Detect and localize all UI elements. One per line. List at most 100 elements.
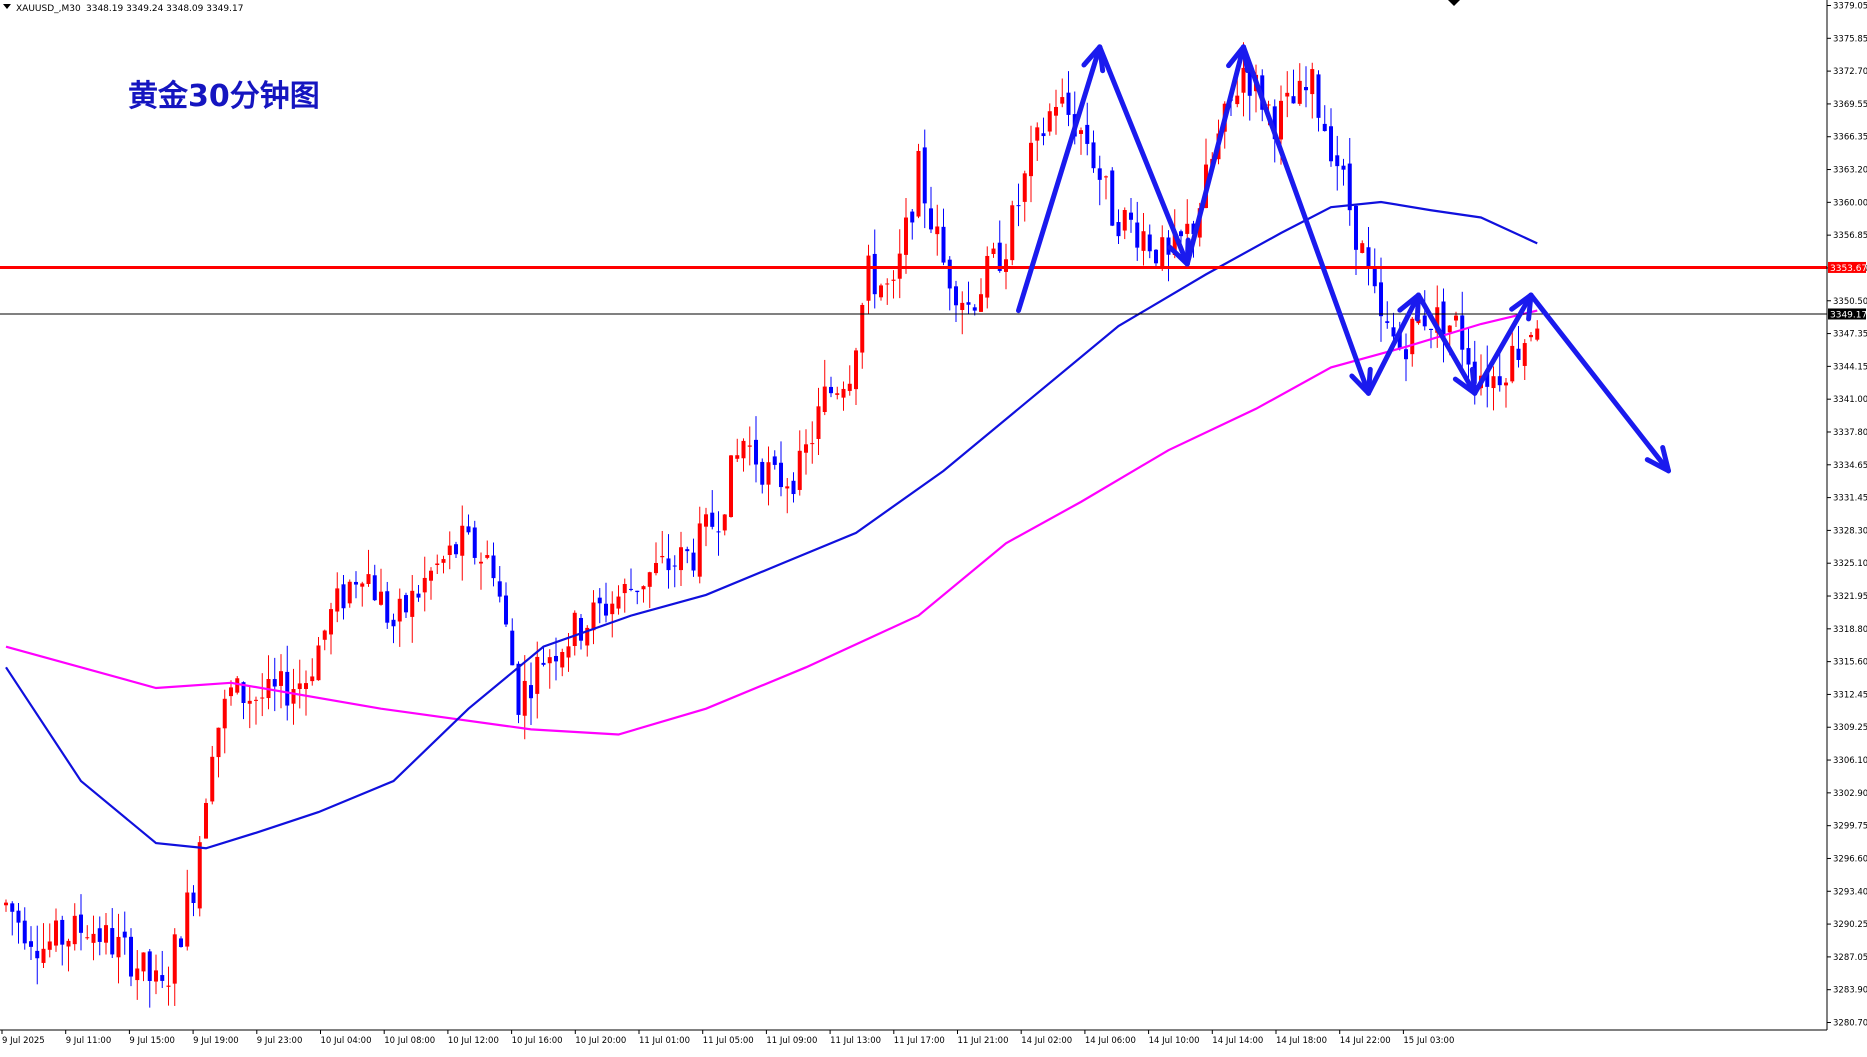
candle-body [1185,223,1190,234]
candle-body [829,386,833,394]
candle-body [1397,331,1402,349]
trend-arrow-shaft [1472,292,1534,396]
candle-body [722,514,727,531]
candle-body [191,892,196,903]
candle-body [391,619,396,627]
candle-body [941,226,946,263]
candle-body [1366,247,1371,267]
candle-body [1154,249,1158,264]
candle-body [1029,142,1033,177]
candle-body [947,259,952,289]
price-axis: 3379.05 3375.85 3372.70 3369.55 3366.35 3363.… [1827,2,1867,1029]
candle-body [329,609,333,635]
time-tick-label: 10 Jul 08:00 [384,1036,435,1046]
candle-body [522,680,527,716]
candle-body [816,406,821,439]
candle-body [1022,173,1027,202]
candle-body [316,645,321,681]
candle-body [1116,222,1121,237]
price-tick-label: 3287.05 [1833,953,1867,963]
candle-body [1385,321,1390,323]
candle-body [235,678,240,693]
candle-body [1235,95,1240,105]
candle-body [491,555,496,579]
candle-body [104,925,108,943]
candle-body [1360,243,1365,253]
candle-body [597,597,602,604]
candle-body [1097,168,1102,180]
candle-body [672,565,677,567]
trend-arrow-shaft [1184,44,1246,267]
candle-body [1135,222,1140,248]
candle-body [966,302,971,305]
candle-body [222,698,227,729]
candle-body [1091,142,1096,169]
candle-body [1122,210,1127,231]
candle-body [691,552,696,571]
chart-menu-icon[interactable] [3,4,11,9]
candle-body [697,523,702,577]
candle-body [979,294,983,312]
candle-body [660,555,665,558]
candle-body [772,456,777,465]
candle-body [254,699,258,701]
candle-body [1147,234,1152,252]
current-tag-bg [1828,308,1866,320]
candle-body [147,951,152,982]
candle-body [160,975,165,981]
candle-body [1266,104,1271,106]
candle-body [572,612,577,647]
trend-arrow-shaft [1097,44,1190,267]
price-tick-label: 3290.25 [1833,920,1867,930]
candle-body [1016,205,1021,207]
time-tick-label: 11 Jul 13:00 [830,1036,881,1046]
candle-body [1379,282,1383,317]
candle-body [822,386,827,413]
candle-body [1010,205,1015,261]
candle-body [835,393,840,395]
candle-body [647,572,652,587]
candle-body [485,555,490,558]
candle-body [1310,69,1315,95]
trend-arrow-shaft [1528,292,1671,474]
candle-body [429,570,433,581]
candle-body [810,443,815,445]
candle-body [622,583,627,594]
candle-body [554,655,558,662]
price-tick-label: 3363.20 [1833,166,1867,176]
candle-body [854,350,858,390]
resistance-tag-bg [1828,261,1866,273]
price-tick-label: 3379.05 [1833,2,1867,12]
candle-body [1410,318,1415,355]
candle-body [347,581,352,604]
candle-body [985,255,990,298]
candle-body [460,525,465,556]
price-tick-label: 3366.35 [1833,133,1867,143]
time-tick-label: 9 Jul 15:00 [129,1036,175,1046]
price-tick-label: 3341.00 [1833,395,1867,405]
time-tick-label: 10 Jul 20:00 [575,1036,626,1046]
time-tick-label: 14 Jul 10:00 [1149,1036,1200,1046]
candle-body [679,547,683,571]
candle-body [297,683,302,690]
candle-body [741,440,746,459]
candle-body [4,902,8,906]
candle-body [129,936,133,977]
candle-body [110,928,115,955]
candle-body [85,937,90,939]
candle-body [747,445,752,447]
scroll-marker-icon[interactable] [1448,0,1460,6]
trend-arrow-head [1644,445,1671,474]
candle-body [591,602,596,631]
candle-body [1372,268,1377,287]
candle-body [1429,328,1433,330]
candle-body [1129,212,1133,220]
candle-body [922,147,927,204]
candle-body [729,455,733,518]
candle-body [97,928,102,942]
price-tick-label: 3350.50 [1833,297,1867,307]
candle-body [179,938,183,948]
candle-body [1460,315,1465,350]
time-tick-label: 9 Jul 2025 [2,1036,45,1046]
